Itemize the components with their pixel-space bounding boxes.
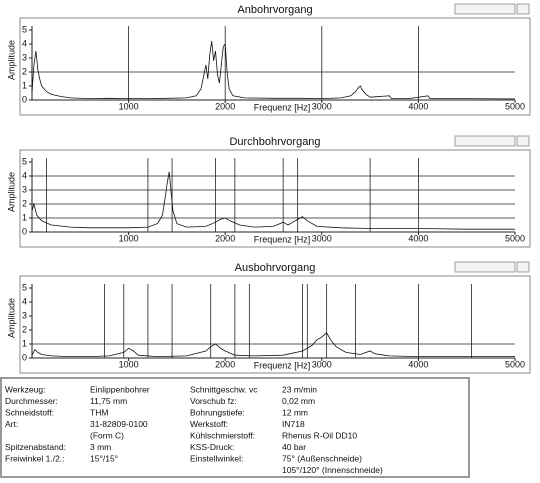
y-axis-label: Amplitude [6,40,16,80]
param-label: KSS-Druck: [190,442,234,452]
x-tick-label: 2000 [215,101,235,111]
param-label: Werkstoff: [190,419,228,429]
y-tick-label: 2 [22,198,27,208]
y-tick-label: 4 [22,38,27,48]
param-label: Art: [5,419,18,429]
y-tick-label: 3 [22,184,27,194]
y-tick-label: 4 [22,170,27,180]
x-tick-label: 3000 [312,233,332,243]
y-tick-label: 5 [22,156,27,166]
chart-button [516,3,530,15]
param-value: 0,02 mm [282,396,315,406]
param-label: Vorschub fz: [190,396,237,406]
y-tick-label: 3 [22,52,27,62]
y-tick-label: 3 [22,310,27,320]
y-axis-label: Amplitude [6,172,16,212]
param-label: Werkzeug: [5,384,45,394]
spectrum-line [31,41,516,100]
param-value: THM [90,407,108,417]
x-axis-label: Frequenz [Hz] [254,102,311,112]
param-value: 11,75 mm [90,396,127,406]
chart-title: Ausbohrvorgang [235,262,316,274]
param-value: 3 mm [90,442,111,452]
param-value: Rhenus R-Oil DD10 [282,430,357,440]
x-tick-label: 3000 [312,101,332,111]
x-tick-label: 2000 [215,359,235,369]
x-tick-label: 1000 [119,101,139,111]
x-tick-label: 4000 [408,101,428,111]
param-value: 40 bar [282,442,306,452]
x-tick-label: 5000 [505,359,525,369]
y-axis-label: Amplitude [6,298,16,338]
chart-buttons [454,135,516,147]
y-tick-label: 1 [22,212,27,222]
param-label: Kühlschmierstoff: [190,430,255,440]
param-value: 23 m/min [282,384,317,394]
x-tick-label: 4000 [408,359,428,369]
parameter-table: Werkzeug: Einlippenbohrer Durchmesser: 11,7… [0,377,470,478]
y-tick-label: 2 [22,66,27,76]
chart-button [516,135,530,147]
y-tick-label: 0 [22,352,27,362]
param-label: Schnittgeschw. vc [190,384,258,394]
y-tick-label: 0 [22,94,27,104]
y-tick-label: 2 [22,324,27,334]
chart-title: Anbohrvorgang [237,4,312,16]
y-tick-label: 1 [22,338,27,348]
x-tick-label: 1000 [119,233,139,243]
x-tick-label: 5000 [505,233,525,243]
param-value: 75° (Außenschneide) [282,453,362,463]
y-tick-label: 4 [22,296,27,306]
x-tick-label: 2000 [215,233,235,243]
spectrum-line [31,332,515,358]
chart-title: Durchbohrvorgang [229,136,320,148]
param-label: Spitzenabstand: [5,442,66,452]
chart-buttons [454,261,516,273]
param-label: Freiwinkel 1./2.: [5,453,65,463]
x-tick-label: 3000 [312,359,332,369]
param-value: (Form C) [90,430,124,440]
chart-buttons [454,3,516,15]
param-value: Einlippenbohrer [90,384,150,394]
param-label: Bohrungstiefe: [190,407,245,417]
table-frame [0,377,470,478]
param-value: 105°/120° (Innenschneide) [282,465,383,475]
x-axis-label: Frequenz [Hz] [254,234,311,244]
y-tick-label: 5 [22,24,27,34]
x-tick-label: 1000 [119,359,139,369]
chart-frame [19,149,531,248]
chart-button [516,261,530,273]
param-label: Schneidstoff: [5,407,54,417]
y-tick-label: 1 [22,80,27,90]
y-tick-label: 0 [22,226,27,236]
param-value: IN718 [282,419,305,429]
y-tick-label: 5 [22,282,27,292]
param-value: 31-82809-0100 [90,419,148,429]
spectrum-line [31,171,515,230]
x-axis-label: Frequenz [Hz] [254,360,311,370]
param-value: 15°/15° [90,453,118,463]
param-label: Einstellwinkel: [190,453,243,463]
param-value: 12 mm [282,407,308,417]
param-label: Durchmesser: [5,396,58,406]
x-tick-label: 5000 [505,101,525,111]
x-tick-label: 4000 [408,233,428,243]
